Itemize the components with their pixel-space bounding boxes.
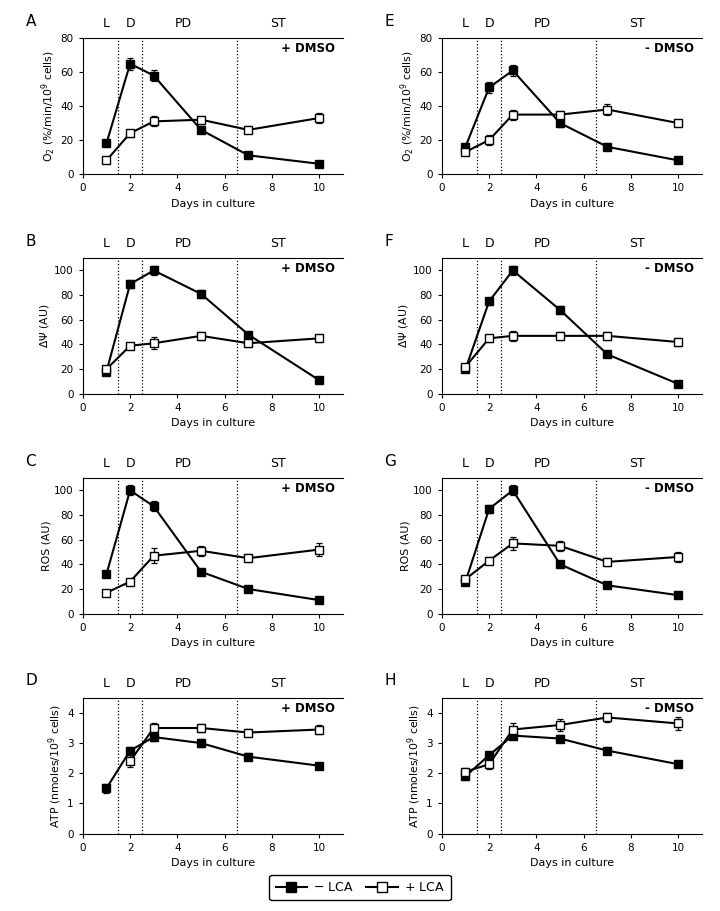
Text: PD: PD [534, 237, 551, 250]
X-axis label: Days in culture: Days in culture [530, 858, 614, 868]
Text: D: D [485, 677, 494, 690]
Text: G: G [384, 454, 397, 468]
Text: D: D [485, 17, 494, 30]
Text: ST: ST [270, 237, 286, 250]
Text: L: L [462, 456, 469, 470]
Text: C: C [26, 454, 36, 468]
Text: L: L [103, 17, 110, 30]
Text: A: A [26, 14, 36, 29]
Text: ST: ST [629, 677, 645, 690]
Y-axis label: ROS (AU): ROS (AU) [41, 520, 51, 571]
Text: L: L [462, 237, 469, 250]
Text: PD: PD [534, 456, 551, 470]
Y-axis label: ATP (nmoles/10$^9$ cells): ATP (nmoles/10$^9$ cells) [406, 704, 423, 827]
Text: ST: ST [270, 456, 286, 470]
Text: + DMSO: + DMSO [282, 262, 336, 275]
Text: + DMSO: + DMSO [282, 701, 336, 715]
Text: D: D [125, 677, 135, 690]
Text: - DMSO: - DMSO [645, 42, 694, 56]
Y-axis label: O$_2$ (%/min/10$^9$ cells): O$_2$ (%/min/10$^9$ cells) [399, 50, 417, 162]
X-axis label: Days in culture: Days in culture [171, 418, 255, 428]
Text: D: D [125, 17, 135, 30]
X-axis label: Days in culture: Days in culture [171, 199, 255, 209]
Text: ST: ST [629, 456, 645, 470]
Text: E: E [384, 14, 395, 29]
Text: - DMSO: - DMSO [645, 262, 694, 275]
Text: PD: PD [175, 456, 192, 470]
Text: L: L [462, 17, 469, 30]
Y-axis label: ATP (nmoles/10$^9$ cells): ATP (nmoles/10$^9$ cells) [47, 704, 64, 827]
Text: + DMSO: + DMSO [282, 42, 336, 56]
Legend: $-$ LCA, $+$ LCA: $-$ LCA, $+$ LCA [269, 875, 451, 900]
Text: L: L [462, 677, 469, 690]
Text: F: F [384, 234, 393, 249]
Y-axis label: $\Delta\Psi$ (AU): $\Delta\Psi$ (AU) [397, 303, 410, 348]
Text: D: D [125, 237, 135, 250]
Text: D: D [26, 673, 37, 689]
Y-axis label: O$_2$ (%/min/10$^9$ cells): O$_2$ (%/min/10$^9$ cells) [40, 50, 58, 162]
X-axis label: Days in culture: Days in culture [171, 858, 255, 868]
X-axis label: Days in culture: Days in culture [530, 418, 614, 428]
Text: PD: PD [175, 677, 192, 690]
Text: L: L [103, 237, 110, 250]
Text: PD: PD [534, 17, 551, 30]
Text: - DMSO: - DMSO [645, 482, 694, 495]
Text: PD: PD [534, 677, 551, 690]
X-axis label: Days in culture: Days in culture [530, 199, 614, 209]
Text: ST: ST [629, 17, 645, 30]
Text: L: L [103, 677, 110, 690]
Y-axis label: ROS (AU): ROS (AU) [400, 520, 410, 571]
Text: + DMSO: + DMSO [282, 482, 336, 495]
Text: ST: ST [270, 17, 286, 30]
Text: ST: ST [270, 677, 286, 690]
Text: D: D [485, 237, 494, 250]
Text: D: D [485, 456, 494, 470]
Text: L: L [103, 456, 110, 470]
Text: D: D [125, 456, 135, 470]
Text: H: H [384, 673, 396, 689]
Text: - DMSO: - DMSO [645, 701, 694, 715]
Text: PD: PD [175, 17, 192, 30]
Text: PD: PD [175, 237, 192, 250]
Y-axis label: $\Delta\Psi$ (AU): $\Delta\Psi$ (AU) [38, 303, 51, 348]
Text: B: B [26, 234, 36, 249]
Text: ST: ST [629, 237, 645, 250]
X-axis label: Days in culture: Days in culture [530, 639, 614, 649]
X-axis label: Days in culture: Days in culture [171, 639, 255, 649]
